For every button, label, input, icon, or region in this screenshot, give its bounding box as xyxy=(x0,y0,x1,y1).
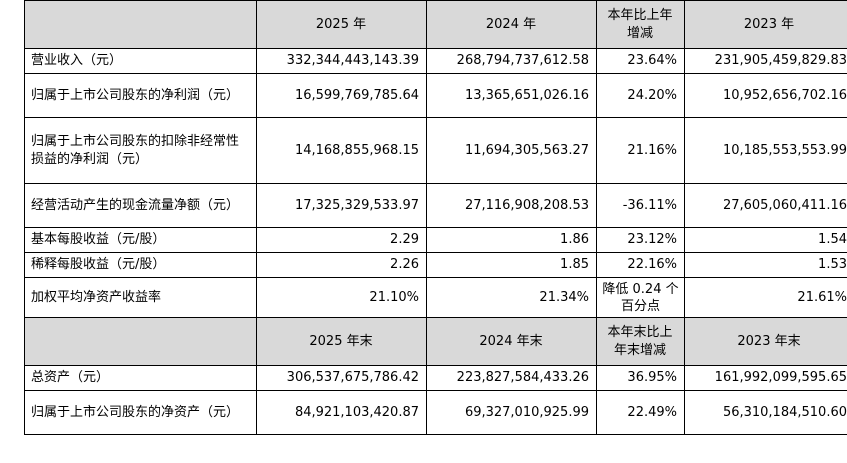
value-2025: 2.26 xyxy=(256,252,427,278)
value-2025: 21.10% xyxy=(256,277,427,318)
header-col-change: 本年比上年增减 xyxy=(596,0,685,49)
value-2025: 84,921,103,420.87 xyxy=(256,390,427,435)
header-col-2025: 2025 年 xyxy=(256,0,427,49)
header-col-change-end: 本年末比上年末增减 xyxy=(596,317,685,366)
header-col-2024-end: 2024 年末 xyxy=(426,317,597,366)
row-label: 归属于上市公司股东的净利润（元） xyxy=(24,73,257,118)
value-2023: 21.61% xyxy=(684,277,847,318)
table-row: 加权平均净资产收益率 21.10% 21.34% 降低 0.24 个百分点 21… xyxy=(24,277,847,318)
value-2025: 16,599,769,785.64 xyxy=(256,73,427,118)
value-2024: 13,365,651,026.16 xyxy=(426,73,597,118)
value-change: 23.12% xyxy=(596,227,685,253)
header-col-2023: 2023 年 xyxy=(684,0,847,49)
table-row: 归属于上市公司股东的净利润（元） 16,599,769,785.64 13,36… xyxy=(24,73,847,118)
value-change: -36.11% xyxy=(596,183,685,228)
value-change: 22.49% xyxy=(596,390,685,435)
value-2023: 56,310,184,510.60 xyxy=(684,390,847,435)
row-label: 加权平均净资产收益率 xyxy=(24,277,257,318)
value-2023: 161,992,099,595.65 xyxy=(684,365,847,391)
table-row: 归属于上市公司股东的扣除非经常性损益的净利润（元） 14,168,855,968… xyxy=(24,117,847,184)
value-2024: 268,794,737,612.58 xyxy=(426,48,597,74)
table-row: 总资产（元） 306,537,675,786.42 223,827,584,43… xyxy=(24,365,847,391)
value-2025: 332,344,443,143.39 xyxy=(256,48,427,74)
header-row-yearend: 2025 年末 2024 年末 本年末比上年末增减 2023 年末 xyxy=(24,317,847,366)
value-change: 22.16% xyxy=(596,252,685,278)
value-2023: 1.53 xyxy=(684,252,847,278)
header-label-cell xyxy=(24,0,257,49)
value-2025: 14,168,855,968.15 xyxy=(256,117,427,184)
value-2024: 69,327,010,925.99 xyxy=(426,390,597,435)
header-col-2024: 2024 年 xyxy=(426,0,597,49)
table-row: 营业收入（元） 332,344,443,143.39 268,794,737,6… xyxy=(24,48,847,74)
financial-summary-table: 2025 年 2024 年 本年比上年增减 2023 年 营业收入（元） 332… xyxy=(24,0,847,435)
row-label: 总资产（元） xyxy=(24,365,257,391)
table-row: 经营活动产生的现金流量净额（元） 17,325,329,533.97 27,11… xyxy=(24,183,847,228)
value-change: 24.20% xyxy=(596,73,685,118)
value-2025: 306,537,675,786.42 xyxy=(256,365,427,391)
value-2023: 231,905,459,829.83 xyxy=(684,48,847,74)
header-col-2023-end: 2023 年末 xyxy=(684,317,847,366)
value-change: 36.95% xyxy=(596,365,685,391)
value-2023: 10,952,656,702.16 xyxy=(684,73,847,118)
table-row: 基本每股收益（元/股） 2.29 1.86 23.12% 1.54 xyxy=(24,227,847,253)
row-label: 基本每股收益（元/股） xyxy=(24,227,257,253)
value-2024: 1.85 xyxy=(426,252,597,278)
header-label-cell xyxy=(24,317,257,366)
value-2024: 223,827,584,433.26 xyxy=(426,365,597,391)
value-2023: 27,605,060,411.16 xyxy=(684,183,847,228)
row-label: 归属于上市公司股东的净资产（元） xyxy=(24,390,257,435)
value-2025: 2.29 xyxy=(256,227,427,253)
table-row: 归属于上市公司股东的净资产（元） 84,921,103,420.87 69,32… xyxy=(24,390,847,435)
value-2024: 11,694,305,563.27 xyxy=(426,117,597,184)
header-row-annual: 2025 年 2024 年 本年比上年增减 2023 年 xyxy=(24,0,847,49)
value-change: 23.64% xyxy=(596,48,685,74)
table-row: 稀释每股收益（元/股） 2.26 1.85 22.16% 1.53 xyxy=(24,252,847,278)
row-label: 稀释每股收益（元/股） xyxy=(24,252,257,278)
row-label: 营业收入（元） xyxy=(24,48,257,74)
value-change: 降低 0.24 个百分点 xyxy=(596,277,685,318)
row-label: 归属于上市公司股东的扣除非经常性损益的净利润（元） xyxy=(24,117,257,184)
value-2024: 27,116,908,208.53 xyxy=(426,183,597,228)
value-2023: 10,185,553,553.99 xyxy=(684,117,847,184)
value-2023: 1.54 xyxy=(684,227,847,253)
row-label: 经营活动产生的现金流量净额（元） xyxy=(24,183,257,228)
value-2024: 21.34% xyxy=(426,277,597,318)
value-2025: 17,325,329,533.97 xyxy=(256,183,427,228)
value-change: 21.16% xyxy=(596,117,685,184)
value-2024: 1.86 xyxy=(426,227,597,253)
header-col-2025-end: 2025 年末 xyxy=(256,317,427,366)
